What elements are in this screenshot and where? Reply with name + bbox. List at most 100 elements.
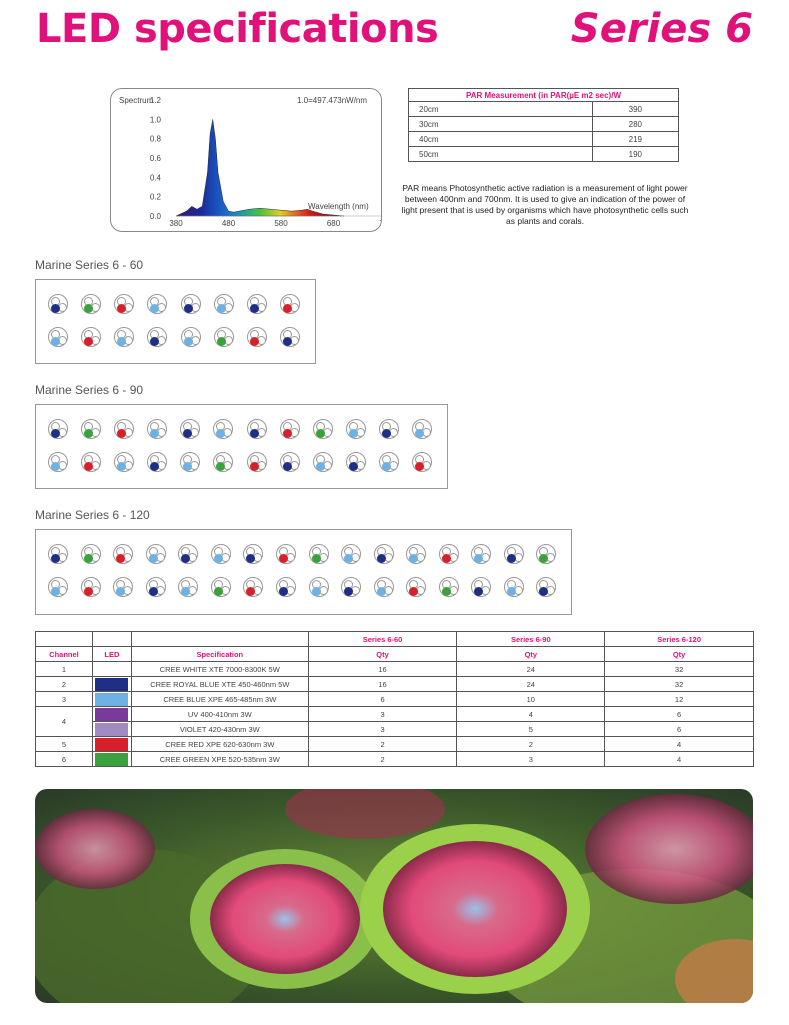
led-emitter xyxy=(409,554,419,563)
led-cluster xyxy=(48,452,68,472)
led-emitter xyxy=(216,462,226,471)
led-cluster xyxy=(180,294,201,314)
led-cluster xyxy=(378,452,399,472)
channel-table: Series 6-60 Series 6-90 Series 6-120 Cha… xyxy=(35,631,754,767)
led-cluster xyxy=(81,327,102,347)
led-swatch-cell xyxy=(91,736,132,752)
channel-number: 6 xyxy=(35,751,93,767)
led-emitter xyxy=(282,304,292,313)
led-emitter xyxy=(84,337,94,346)
led-cluster xyxy=(80,544,101,564)
x-tick-label: 680 xyxy=(327,219,341,228)
led-emitter xyxy=(246,554,256,563)
qty-s60: 3 xyxy=(307,706,458,722)
led-cluster xyxy=(48,294,68,314)
led-cluster xyxy=(275,577,296,597)
led-spec: CREE BLUE XPE 465-485nm 3W xyxy=(130,691,309,707)
led-emitter xyxy=(117,462,127,471)
par-table: PAR Measurement (in PAR(µE m2 sec)/W 20c… xyxy=(408,88,680,162)
led-cluster xyxy=(279,294,300,314)
qty-s90: 3 xyxy=(456,751,606,767)
y-tick-label: 0.2 xyxy=(150,193,162,202)
led-emitter xyxy=(414,429,424,438)
led-emitter xyxy=(282,337,292,346)
led-emitter xyxy=(348,462,358,471)
header-qty: Qty xyxy=(604,646,754,662)
qty-s90: 2 xyxy=(456,736,606,752)
qty-s90: 24 xyxy=(456,661,606,677)
par-distance: 20cm xyxy=(408,101,593,117)
led-emitter xyxy=(51,337,60,346)
header-channel: Channel xyxy=(35,646,93,662)
led-cluster xyxy=(213,419,234,439)
led-emitter xyxy=(311,554,321,563)
led-cluster xyxy=(411,419,432,439)
led-emitter xyxy=(183,337,193,346)
led-emitter xyxy=(83,587,93,596)
led-cluster xyxy=(210,544,231,564)
y-axis-label: Spectrum xyxy=(119,96,154,105)
led-cluster xyxy=(113,577,134,597)
coral-illustration xyxy=(35,789,753,1003)
led-cluster xyxy=(180,419,201,439)
y-tick-label: 1.0 xyxy=(150,115,162,124)
led-cluster xyxy=(471,544,492,564)
led-emitter xyxy=(150,429,160,438)
led-emitter xyxy=(381,462,391,471)
y-tick-label: 0.8 xyxy=(150,135,162,144)
page-title: LED specifications xyxy=(36,6,439,52)
led-layout-120 xyxy=(35,529,572,615)
table-row: 4 UV 400-410nm 3W 3 4 6 xyxy=(35,706,754,737)
led-cluster xyxy=(312,419,333,439)
spectrum-chart: Spectrum 1.0=497.473nW/nm Wavelength (nm) 1… xyxy=(110,88,393,232)
led-emitter xyxy=(213,554,223,563)
par-distance: 30cm xyxy=(408,116,593,132)
qty-s120: 6 xyxy=(604,721,754,737)
led-cluster xyxy=(178,577,199,597)
qty-s60: 6 xyxy=(307,691,458,707)
led-cluster xyxy=(180,327,201,347)
led-emitter xyxy=(506,554,516,563)
led-cluster xyxy=(279,452,300,472)
led-cluster xyxy=(378,419,399,439)
led-cluster xyxy=(48,327,68,347)
led-cluster xyxy=(145,577,166,597)
led-emitter xyxy=(506,587,516,596)
reference-label: 1.0=497.473nW/nm xyxy=(297,96,367,105)
led-cluster xyxy=(308,577,329,597)
led-cluster xyxy=(341,544,362,564)
led-emitter xyxy=(181,587,191,596)
led-emitter xyxy=(246,587,256,596)
layout-title-90: Marine Series 6 - 90 xyxy=(35,383,144,397)
x-tick-label: 780 xyxy=(379,219,381,228)
led-swatch xyxy=(95,707,129,721)
led-cluster xyxy=(503,544,524,564)
led-cluster xyxy=(48,544,68,564)
led-cluster xyxy=(213,294,234,314)
led-emitter xyxy=(474,554,484,563)
led-emitter xyxy=(539,587,549,596)
led-cluster xyxy=(145,544,166,564)
led-emitter xyxy=(441,554,451,563)
led-emitter xyxy=(84,462,94,471)
qty-s60: 3 xyxy=(307,721,458,737)
led-cluster xyxy=(246,419,267,439)
table-row: 1 CREE WHITE XTE 7000-8300K 5W 16 24 32 xyxy=(35,661,754,677)
spectrum-svg: Spectrum 1.0=497.473nW/nm Wavelength (nm) 1… xyxy=(119,96,393,228)
led-swatch xyxy=(95,692,129,706)
led-layout-90 xyxy=(35,404,448,489)
led-emitter xyxy=(249,462,259,471)
led-cluster xyxy=(312,452,333,472)
par-row: 20cm 390 xyxy=(408,101,680,117)
qty-s120: 32 xyxy=(604,661,754,677)
led-emitter xyxy=(150,337,160,346)
par-row: 50cm 190 xyxy=(408,146,680,162)
led-emitter xyxy=(216,429,226,438)
led-emitter xyxy=(51,304,60,313)
led-emitter xyxy=(150,304,160,313)
led-swatch-cell xyxy=(91,691,132,707)
y-tick-label: 1.2 xyxy=(150,96,162,105)
table-row: 6 CREE GREEN XPE 520-535nm 3W 2 3 4 xyxy=(35,751,754,767)
led-emitter xyxy=(51,429,60,438)
led-swatch-cell xyxy=(91,661,132,677)
